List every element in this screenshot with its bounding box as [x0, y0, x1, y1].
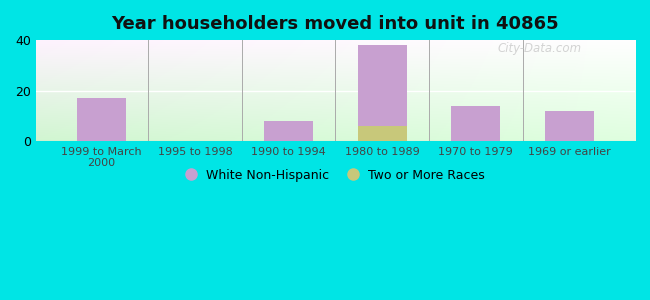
- Legend: White Non-Hispanic, Two or More Races: White Non-Hispanic, Two or More Races: [181, 164, 489, 188]
- Bar: [358, 45, 407, 141]
- Bar: [358, 126, 407, 141]
- Title: Year householders moved into unit in 40865: Year householders moved into unit in 408…: [112, 15, 559, 33]
- Bar: [77, 98, 126, 141]
- Bar: [264, 121, 313, 141]
- Bar: [545, 111, 594, 141]
- Bar: [451, 106, 500, 141]
- Text: City-Data.com: City-Data.com: [497, 42, 581, 55]
